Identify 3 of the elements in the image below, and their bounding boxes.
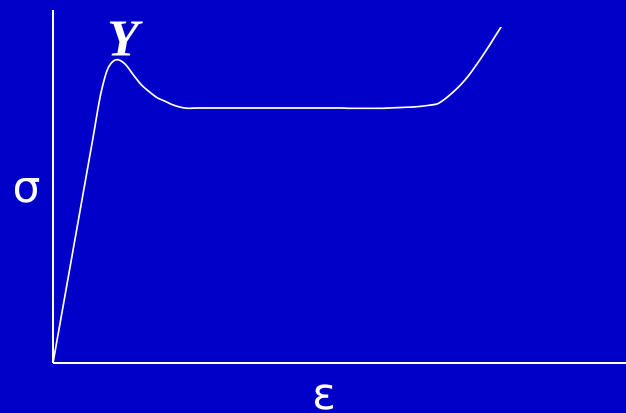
x-axis-title: ε [312,369,336,413]
y-axis-title: σ [12,162,40,213]
annotation: Y [107,10,144,68]
